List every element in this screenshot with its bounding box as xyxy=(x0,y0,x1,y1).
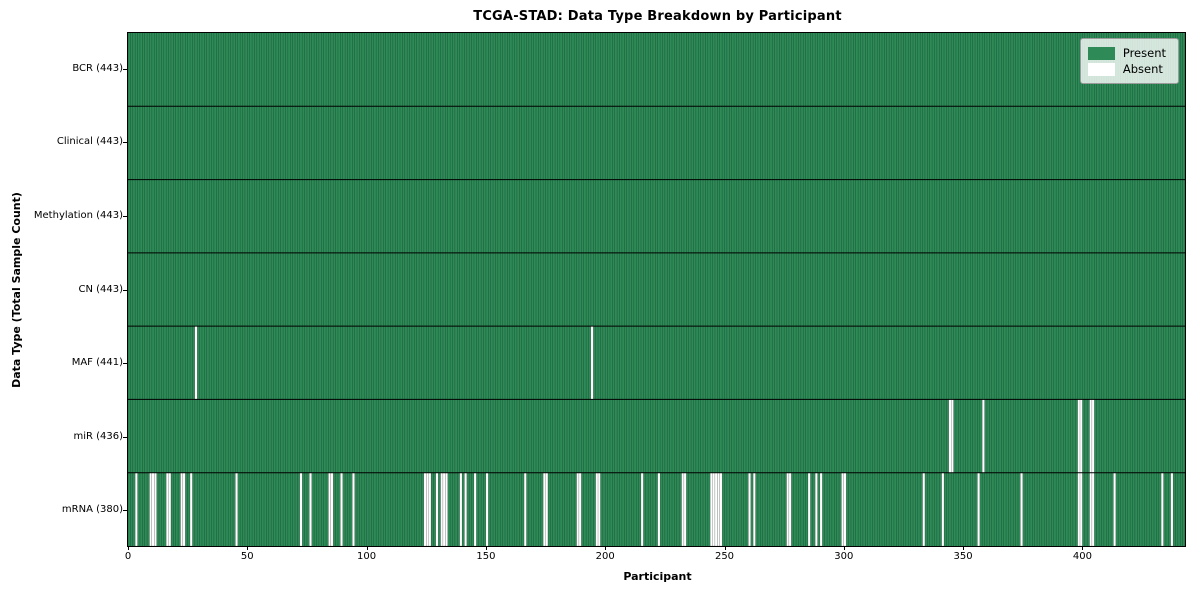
x-tick-mark xyxy=(843,546,845,550)
x-tick-label-100: 100 xyxy=(357,551,377,562)
y-tick-mark xyxy=(123,363,127,365)
x-tick-mark xyxy=(485,546,487,550)
y-tick-mark xyxy=(123,215,127,217)
x-tick-mark xyxy=(128,546,129,550)
legend-label-absent: Absent xyxy=(1122,62,1163,76)
x-tick-mark xyxy=(247,546,249,550)
x-tick-label-250: 250 xyxy=(714,551,735,562)
present-swatch xyxy=(1087,46,1115,60)
x-tick-label-300: 300 xyxy=(834,551,854,562)
absent-swatch xyxy=(1087,62,1115,76)
x-tick-label-0: 0 xyxy=(124,551,132,562)
chart-title: TCGA-STAD: Data Type Breakdown by Partic… xyxy=(473,9,842,24)
x-tick-mark xyxy=(366,546,368,550)
y-tick-mark xyxy=(123,289,127,291)
y-tick-mark xyxy=(123,510,127,512)
x-tick-mark xyxy=(963,546,965,550)
heatmap-plot: Present Absent xyxy=(127,32,1186,547)
x-tick-label-150: 150 xyxy=(476,551,496,562)
x-tick-mark xyxy=(724,546,726,550)
x-tick-label-200: 200 xyxy=(595,551,615,562)
legend-entry-present: Present xyxy=(1087,46,1166,60)
y-tick-label-CN: CN (443) xyxy=(78,283,123,295)
x-tick-label-350: 350 xyxy=(953,551,973,562)
x-axis-label: Participant xyxy=(623,570,692,583)
x-tick-mark xyxy=(1082,546,1084,550)
legend-label-present: Present xyxy=(1122,46,1166,60)
x-tick-label-50: 50 xyxy=(240,551,254,562)
legend-entry-absent: Absent xyxy=(1087,62,1166,76)
y-tick-label-MAF: MAF (441) xyxy=(71,357,123,369)
y-tick-label-BCR: BCR (443) xyxy=(72,62,123,74)
heatmap-cells xyxy=(128,33,1185,546)
y-tick-label-miR: miR (436) xyxy=(73,430,123,442)
y-tick-mark xyxy=(123,68,127,70)
legend: Present Absent xyxy=(1079,38,1179,84)
y-tick-label-Clinical: Clinical (443) xyxy=(56,136,123,148)
x-tick-mark xyxy=(605,546,607,550)
x-tick-label-400: 400 xyxy=(1072,551,1092,562)
y-tick-mark xyxy=(123,142,127,144)
y-tick-label-mRNA: mRNA (380) xyxy=(61,504,123,516)
y-tick-label-Methylation: Methylation (443) xyxy=(33,209,123,221)
y-tick-mark xyxy=(123,436,127,438)
